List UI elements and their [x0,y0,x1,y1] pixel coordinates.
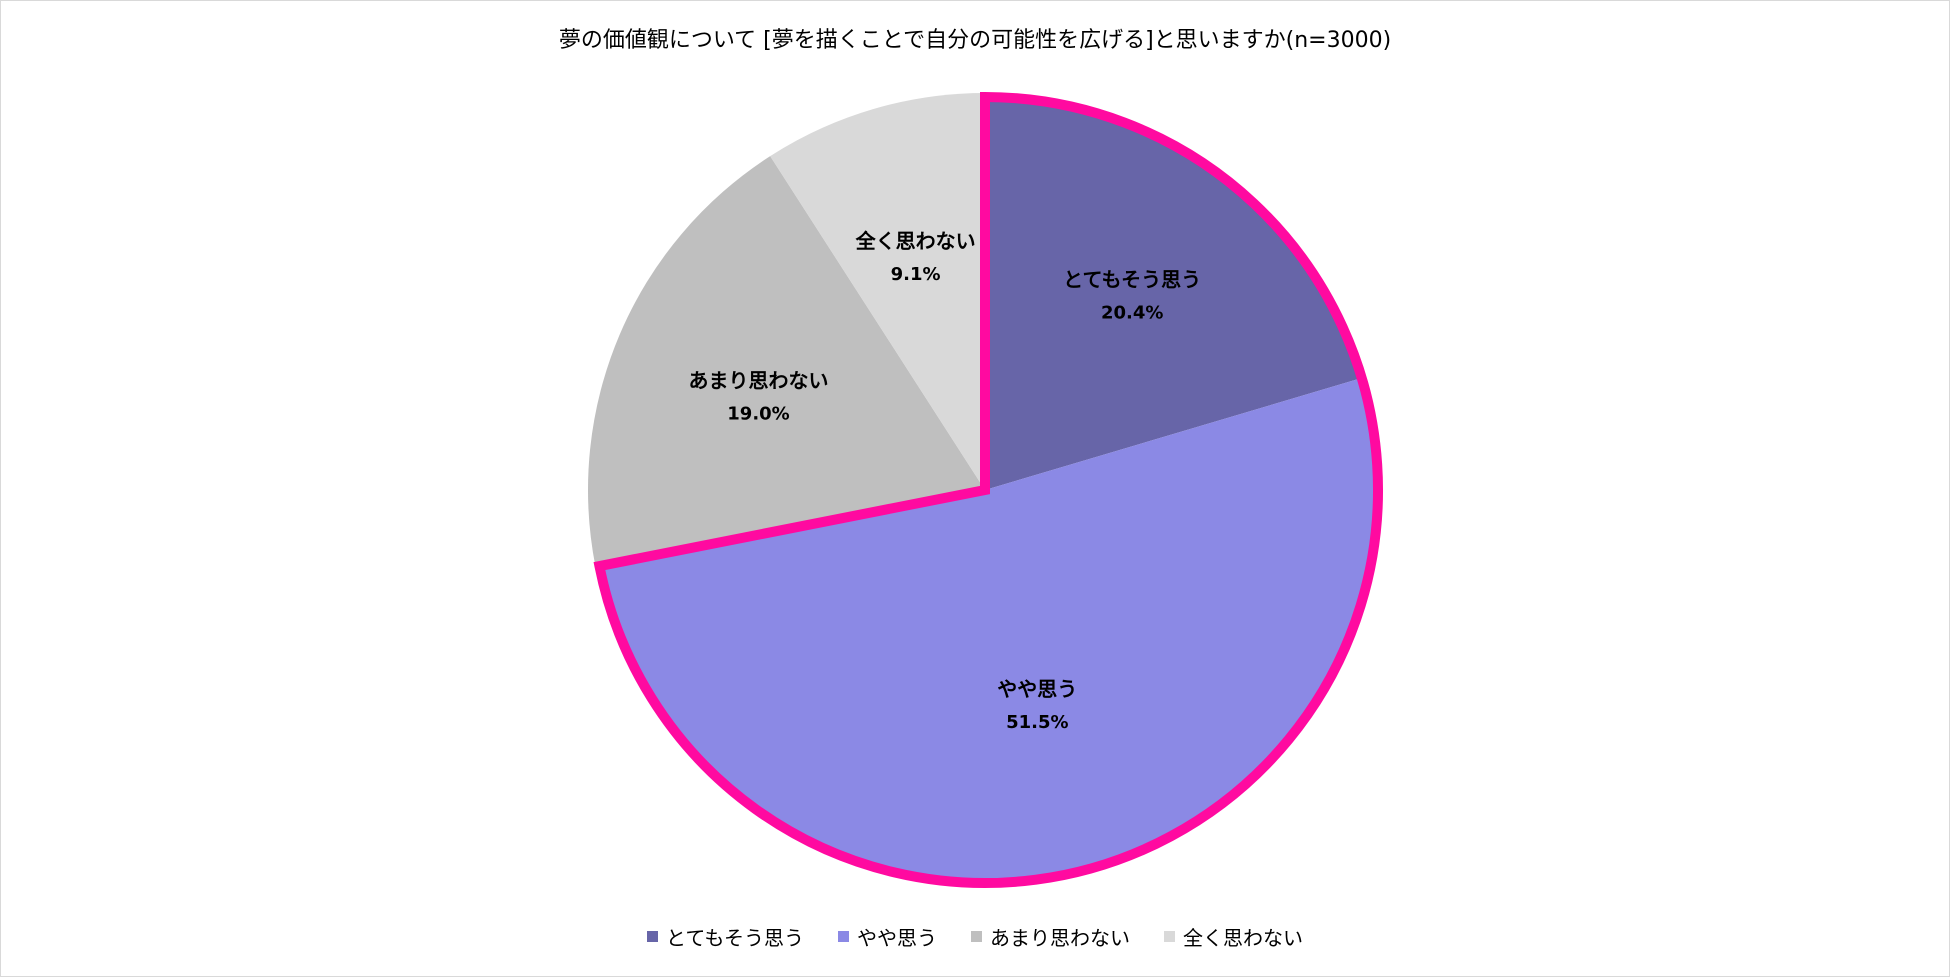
pie-slice-4 [770,93,985,490]
legend-swatch [1164,931,1175,942]
slice-value-label: 9.1% [891,264,941,285]
pie-slice-1 [985,93,1366,490]
legend-label: とてもそう思う [666,926,804,950]
pie-slice-3 [588,156,985,567]
slice-value-label: 20.4% [1101,303,1163,324]
slice-value-label: 19.0% [727,404,789,425]
chart-title: 夢の価値観について [夢を描くことで自分の可能性を広げる]と思いますか(n=30… [558,28,1392,53]
legend-item: やや思う [838,922,937,951]
legend-label: 全く思わない [1183,926,1303,950]
legend-item: あまり思わない [971,922,1130,951]
legend-swatch [971,931,982,942]
slice-category-label: あまり思わない [688,369,828,393]
pie-slice-2 [595,376,1382,888]
legend-label: あまり思わない [990,926,1130,950]
legend: とてもそう思う やや思う あまり思わない 全く思わない [0,922,1950,951]
slice-category-label: 全く思わない [855,229,976,253]
highlight-outline [593,91,1383,888]
legend-item: 全く思わない [1164,922,1303,951]
slice-category-label: やや思う [997,677,1077,701]
legend-label: やや思う [857,926,937,950]
legend-swatch [647,931,658,942]
legend-swatch [838,931,849,942]
slice-value-label: 51.5% [1006,712,1068,733]
slice-category-label: とてもそう思う [1063,268,1201,292]
legend-item: とてもそう思う [647,922,804,951]
